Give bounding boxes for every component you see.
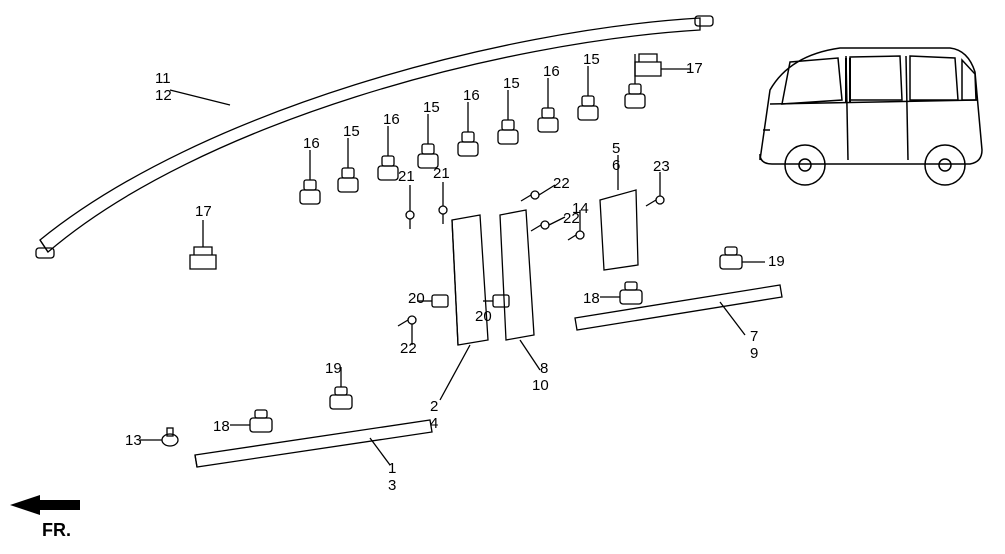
clip-17-right [635,54,690,76]
clip-18b [600,282,642,304]
grommet-13 [140,428,178,446]
label-16a: 16 [543,63,560,80]
label-15a: 15 [583,51,600,68]
label-19a: 19 [325,360,342,377]
fr-label: FR. [42,520,71,541]
label-22a: 22 [553,175,570,192]
label-1: 1 [388,460,396,477]
pillar-garnish-right [500,210,540,370]
clip-20b [483,295,509,307]
label-15c: 15 [423,99,440,116]
vehicle-silhouette [760,48,982,185]
label-18b: 18 [583,290,600,307]
fr-arrow [10,495,80,515]
label-21a: 21 [398,168,415,185]
label-10: 10 [532,377,549,394]
label-20b: 20 [475,308,492,325]
label-2: 2 [430,398,438,415]
screw-22b [531,217,565,231]
screw-21b [439,182,447,224]
label-16c: 16 [383,111,400,128]
screw-22a [521,185,555,201]
label-12: 12 [155,87,172,104]
label-17a: 17 [686,60,703,77]
label-21b: 21 [433,165,450,182]
label-23: 23 [653,158,670,175]
label-14: 14 [572,200,589,217]
label-11: 11 [155,70,171,87]
label-7: 7 [750,328,758,345]
screw-23 [646,172,664,206]
label-9: 9 [750,345,758,362]
label-15b: 15 [503,75,520,92]
label-4: 4 [430,415,438,432]
label-15d: 15 [343,123,360,140]
label-8: 8 [540,360,548,377]
label-16b: 16 [463,87,480,104]
label-19b: 19 [768,253,785,270]
label-18a: 18 [213,418,230,435]
label-17b: 17 [195,203,212,220]
label-22c: 22 [400,340,417,357]
clip-18a [230,410,272,432]
label-20a: 20 [408,290,425,307]
label-16d: 16 [303,135,320,152]
part-roof-molding [36,16,713,258]
front-door-protector [195,420,432,467]
label-13: 13 [125,432,142,449]
label-3: 3 [388,477,396,494]
clip-19b [720,247,765,269]
label-6: 6 [612,157,620,174]
screw-21a [406,185,414,229]
clip-17-left [190,220,216,269]
label-5: 5 [612,140,620,157]
